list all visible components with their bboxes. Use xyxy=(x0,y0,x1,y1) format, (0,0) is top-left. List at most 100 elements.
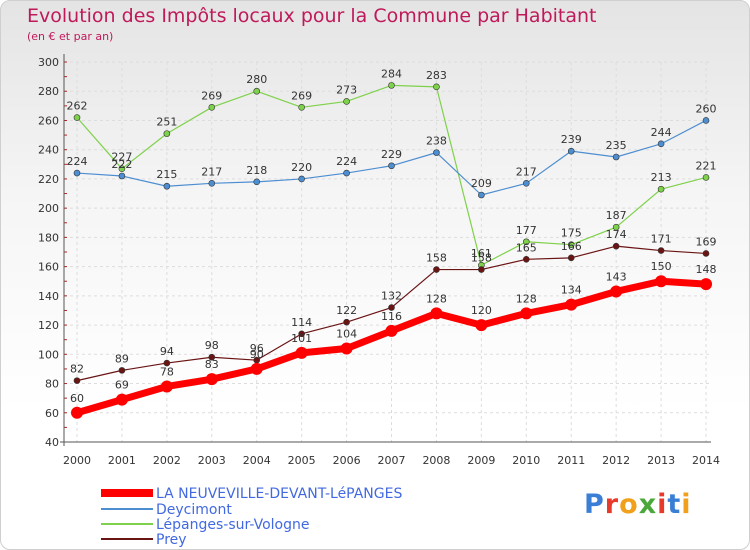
data-point xyxy=(433,266,440,273)
data-label: 280 xyxy=(246,73,267,86)
data-point xyxy=(612,153,620,161)
data-label: 260 xyxy=(696,102,717,115)
data-label: 251 xyxy=(156,116,177,129)
data-point xyxy=(610,285,623,298)
data-point xyxy=(163,130,171,137)
data-label: 171 xyxy=(651,233,672,246)
data-label: 132 xyxy=(381,290,402,303)
x-tick-label: 2013 xyxy=(647,454,675,467)
y-tick-label: 200 xyxy=(38,202,59,215)
x-tick-label: 2012 xyxy=(602,454,630,467)
data-point xyxy=(388,82,395,89)
data-point xyxy=(298,175,305,183)
data-label: 222 xyxy=(111,158,132,171)
data-label: 148 xyxy=(696,263,717,276)
data-point xyxy=(160,380,173,393)
data-label: 217 xyxy=(516,165,537,178)
x-tick-label: 2010 xyxy=(512,454,540,467)
data-point xyxy=(118,367,126,374)
data-label: 238 xyxy=(426,135,447,148)
logo-letter: r xyxy=(604,489,620,520)
data-label: 96 xyxy=(250,342,264,355)
data-point xyxy=(298,104,305,111)
data-label: 187 xyxy=(606,209,627,222)
data-label: 217 xyxy=(201,165,222,178)
x-tick-label: 2002 xyxy=(153,454,181,467)
y-tick-label: 260 xyxy=(38,114,59,127)
data-label: 284 xyxy=(381,67,402,80)
data-label: 94 xyxy=(160,345,174,358)
y-tick-label: 220 xyxy=(38,173,59,186)
data-point xyxy=(115,393,128,406)
y-tick-label: 60 xyxy=(45,407,59,420)
data-point xyxy=(163,182,171,190)
data-point xyxy=(612,223,620,231)
data-label: 235 xyxy=(606,139,627,152)
data-point xyxy=(208,180,216,187)
data-label: 158 xyxy=(426,252,447,265)
logo-letter: i xyxy=(657,489,668,520)
logo-letter: P xyxy=(584,489,605,520)
data-point xyxy=(702,250,710,257)
chart-subtitle: (en € et par an) xyxy=(27,30,114,43)
data-point xyxy=(433,83,440,91)
data-point xyxy=(208,353,216,361)
data-label: 114 xyxy=(291,316,312,329)
data-point xyxy=(343,98,350,105)
data-label: 104 xyxy=(336,327,357,340)
data-label: 89 xyxy=(115,352,129,365)
data-point xyxy=(475,319,488,332)
data-label: 143 xyxy=(606,270,627,283)
data-label: 120 xyxy=(471,304,492,317)
y-tick-label: 140 xyxy=(38,290,59,303)
data-point xyxy=(522,180,530,187)
data-label: 224 xyxy=(336,155,357,168)
data-label: 98 xyxy=(205,339,219,352)
y-tick-label: 100 xyxy=(38,348,59,361)
x-tick-label: 2005 xyxy=(288,454,316,467)
data-label: 83 xyxy=(205,358,219,371)
data-point xyxy=(700,278,713,291)
data-point xyxy=(250,362,263,375)
data-point xyxy=(253,178,261,186)
chart-title: Evolution des Impôts locaux pour la Comm… xyxy=(27,5,597,27)
x-tick-label: 2011 xyxy=(557,454,585,467)
data-point xyxy=(657,185,665,193)
data-point xyxy=(522,256,530,263)
data-label: 166 xyxy=(561,240,582,253)
y-tick-label: 120 xyxy=(38,319,59,332)
data-point xyxy=(385,324,398,337)
y-tick-label: 280 xyxy=(38,85,59,98)
data-label: 128 xyxy=(516,292,537,305)
data-label: 273 xyxy=(336,83,357,96)
data-label: 60 xyxy=(70,392,84,405)
data-label: 227 xyxy=(111,151,132,164)
data-point xyxy=(655,275,668,288)
data-label: 215 xyxy=(156,168,177,181)
data-label: 283 xyxy=(426,69,447,82)
data-label: 69 xyxy=(115,379,129,392)
data-point xyxy=(478,266,485,273)
x-tick-label: 2006 xyxy=(333,454,361,467)
x-tick-label: 2007 xyxy=(378,454,406,467)
data-point xyxy=(567,241,575,248)
logo-letter: i xyxy=(681,489,692,520)
data-label: 150 xyxy=(651,260,672,273)
proxiti-logo: Proxiti xyxy=(584,489,692,520)
legend-label: Deycimont xyxy=(156,502,232,518)
x-tick-label: 2001 xyxy=(108,454,136,467)
data-label: 82 xyxy=(70,363,84,376)
data-point xyxy=(73,377,81,384)
data-point xyxy=(520,307,533,320)
data-label: 209 xyxy=(471,177,492,190)
data-point xyxy=(388,304,395,311)
data-label: 101 xyxy=(291,332,312,345)
data-label: 134 xyxy=(561,284,582,297)
data-point xyxy=(567,254,575,262)
data-point xyxy=(118,165,126,172)
data-point xyxy=(388,162,395,170)
data-point xyxy=(567,147,575,155)
data-point xyxy=(208,104,216,111)
data-point xyxy=(295,346,308,359)
data-label: 269 xyxy=(291,89,312,102)
